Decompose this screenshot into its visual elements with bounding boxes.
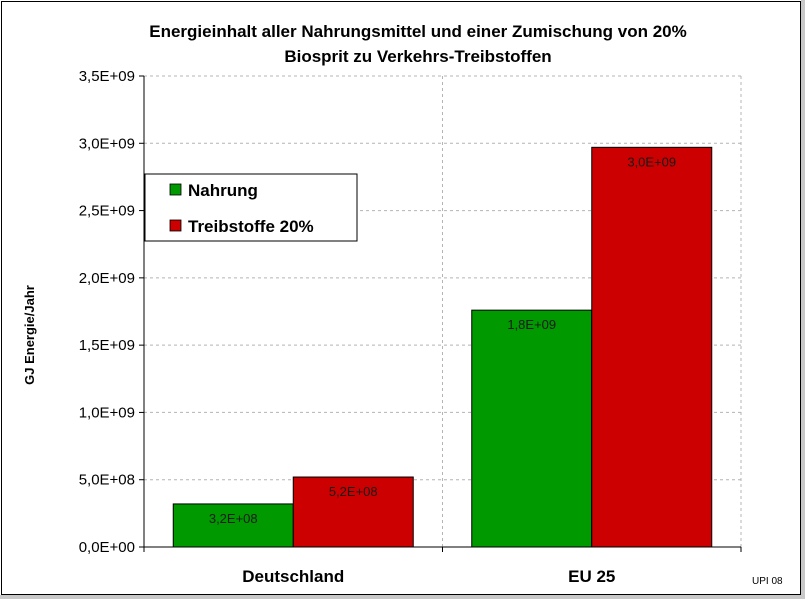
data-label: 5,2E+08: [329, 484, 378, 499]
chart-subtitle: Biosprit zu Verkehrs-Treibstoffen: [284, 47, 551, 66]
y-tick-labels: 0,0E+00 5,0E+08 1,0E+09 1,5E+09 2,0E+09 2,5E+…: [79, 68, 135, 556]
y-tick-label: 3,0E+09: [79, 135, 135, 152]
legend-label-nahrung: Nahrung: [188, 181, 258, 200]
y-tick-label: 1,0E+09: [79, 404, 135, 421]
axes: [139, 75, 742, 552]
credit-label: UPI 08: [752, 576, 783, 587]
y-tick-label: 2,0E+09: [79, 270, 135, 287]
frame-shadow-right: [801, 0, 805, 599]
y-tick-label: 0,0E+00: [79, 539, 135, 556]
chart-title: Energieinhalt aller Nahrungsmittel und e…: [149, 22, 686, 41]
x-tick-labels: Deutschland EU 25: [242, 567, 615, 586]
bars: [172, 146, 713, 548]
data-labels: 3,2E+08 5,2E+08 1,8E+09 3,0E+09: [209, 154, 676, 526]
legend-label-treibstoffe: Treibstoffe 20%: [188, 217, 314, 236]
y-tick-label: 3,5E+09: [79, 68, 135, 85]
gridlines: [144, 75, 742, 547]
bar-treibstoffe-1: [591, 146, 713, 548]
x-tick-label: Deutschland: [242, 567, 344, 586]
data-label: 3,0E+09: [627, 154, 676, 169]
y-tick-label: 1,5E+09: [79, 337, 135, 354]
y-tick-label: 2,5E+09: [79, 203, 135, 220]
bar-nahrung-1: [471, 309, 593, 548]
y-axis-label: GJ Energie/Jahr: [22, 285, 37, 385]
y-tick-label: 5,0E+08: [79, 472, 135, 489]
x-tick-label: EU 25: [568, 567, 615, 586]
frame-shadow-bottom: [0, 595, 805, 599]
data-label: 3,2E+08: [209, 511, 258, 526]
bar-treibstoffe-0: [292, 476, 414, 548]
legend-swatch-nahrung: [169, 183, 182, 196]
data-label: 1,8E+09: [507, 317, 556, 332]
legend: Nahrung Treibstoffe 20%: [144, 173, 358, 242]
legend-swatch-treibstoffe: [169, 219, 182, 232]
